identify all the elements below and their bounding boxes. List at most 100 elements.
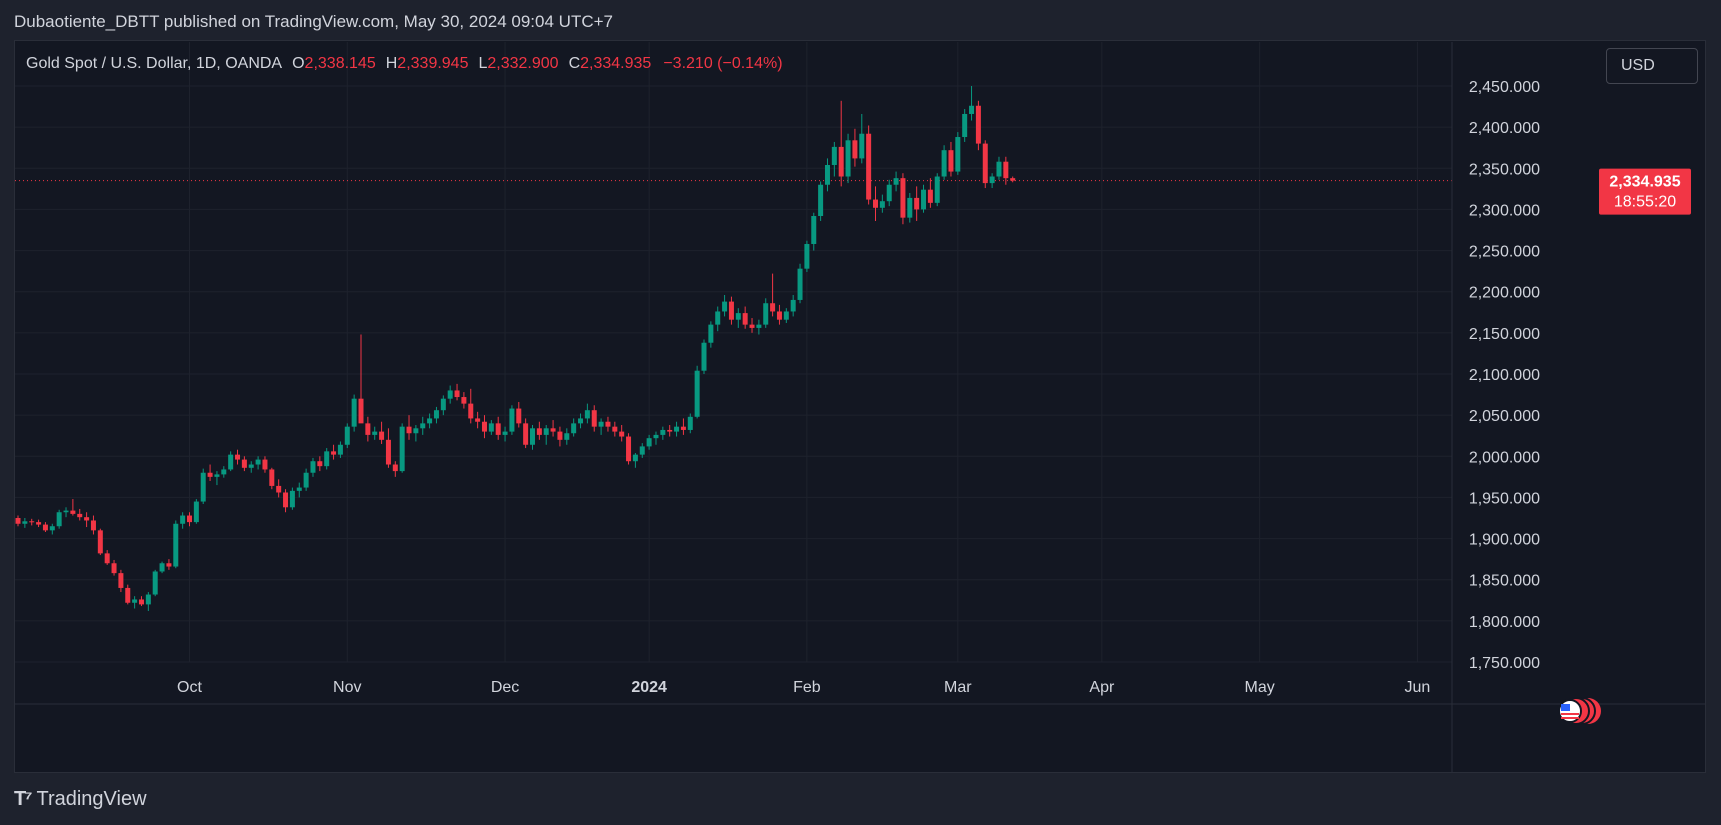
candle xyxy=(749,318,755,333)
candle xyxy=(536,421,542,440)
candle xyxy=(564,428,570,445)
candle xyxy=(763,298,769,328)
candle xyxy=(214,471,220,486)
economic-events-icon[interactable] xyxy=(1558,697,1601,725)
candle xyxy=(742,306,748,329)
candle xyxy=(207,464,213,481)
candle xyxy=(173,520,179,569)
candle xyxy=(927,178,933,208)
candle xyxy=(56,509,62,529)
candle xyxy=(447,385,453,404)
price-tick-label: 2,150.000 xyxy=(1469,326,1540,343)
candle xyxy=(674,421,680,437)
candle xyxy=(180,512,186,529)
candle xyxy=(530,425,535,450)
candle xyxy=(578,413,584,429)
candle xyxy=(831,141,837,177)
candle xyxy=(193,499,199,524)
candle xyxy=(797,263,803,304)
chart-grid xyxy=(15,42,1452,663)
currency-button[interactable]: USD xyxy=(1606,48,1698,84)
candle xyxy=(187,512,192,527)
candle xyxy=(303,468,309,491)
candle xyxy=(619,425,625,442)
candle xyxy=(879,194,885,213)
price-tag-value: 2,334.935 xyxy=(1609,174,1680,191)
tradingview-logo[interactable]: T⁷ TradingView xyxy=(14,788,147,811)
candle xyxy=(248,461,254,473)
price-tick-label: 2,400.000 xyxy=(1469,120,1540,137)
candle xyxy=(118,569,124,593)
candle xyxy=(358,334,364,424)
candle xyxy=(433,406,439,424)
candle xyxy=(838,100,844,187)
candle xyxy=(90,515,96,535)
time-tick-label: May xyxy=(1245,679,1275,696)
price-tick-label: 2,450.000 xyxy=(1469,79,1540,96)
candle xyxy=(166,559,172,570)
candle xyxy=(866,125,872,205)
candle xyxy=(132,596,138,609)
candle xyxy=(111,559,117,576)
candle xyxy=(516,401,522,428)
candle xyxy=(550,420,556,437)
candle xyxy=(399,423,405,473)
candle xyxy=(708,321,714,348)
candle xyxy=(152,569,158,597)
candle xyxy=(969,86,975,121)
candle xyxy=(77,508,83,521)
publisher-line: Dubaotiente_DBTT published on TradingVie… xyxy=(14,12,613,31)
candle xyxy=(427,413,433,429)
candle xyxy=(900,173,906,225)
candle xyxy=(694,365,700,419)
candle xyxy=(626,433,632,465)
candle xyxy=(70,499,76,516)
candle xyxy=(914,186,920,221)
candle xyxy=(660,426,666,440)
candle xyxy=(989,173,995,189)
candle xyxy=(454,383,460,401)
price-tick-label: 1,750.000 xyxy=(1469,655,1540,672)
candle xyxy=(653,431,659,445)
candle xyxy=(783,308,789,323)
candle xyxy=(15,515,21,527)
candle xyxy=(893,171,899,192)
candle xyxy=(283,489,289,513)
candle xyxy=(859,113,865,164)
price-tick-label: 1,850.000 xyxy=(1469,573,1540,590)
candle xyxy=(262,456,268,473)
candle xyxy=(269,467,275,490)
candle xyxy=(845,133,851,184)
candle xyxy=(557,426,563,447)
candle xyxy=(49,523,55,535)
open-value: 2,338.145 xyxy=(304,55,376,72)
symbol-title: Gold Spot / U.S. Dollar, 1D, OANDA xyxy=(26,55,283,72)
candle xyxy=(420,416,426,435)
candle xyxy=(756,319,762,335)
time-tick-label: Mar xyxy=(944,679,972,696)
candle xyxy=(138,596,144,607)
candle xyxy=(379,421,385,444)
candle xyxy=(584,403,590,424)
candle xyxy=(104,550,110,565)
candle xyxy=(591,405,597,432)
candle xyxy=(934,173,940,207)
candle xyxy=(728,296,734,325)
candle xyxy=(221,466,227,478)
candle xyxy=(612,421,618,437)
candle xyxy=(715,306,721,332)
high-value: 2,339.945 xyxy=(397,55,469,72)
candle xyxy=(776,304,782,325)
time-tick-label: Feb xyxy=(793,679,821,696)
candle xyxy=(84,512,90,528)
candle xyxy=(125,584,131,605)
candle xyxy=(502,426,508,442)
candle xyxy=(22,518,28,528)
price-tick-label: 2,000.000 xyxy=(1469,449,1540,466)
candle xyxy=(365,416,371,442)
price-tick-label: 2,200.000 xyxy=(1469,285,1540,302)
candle xyxy=(385,428,391,468)
open-label: O xyxy=(292,55,305,72)
candle xyxy=(701,339,707,374)
